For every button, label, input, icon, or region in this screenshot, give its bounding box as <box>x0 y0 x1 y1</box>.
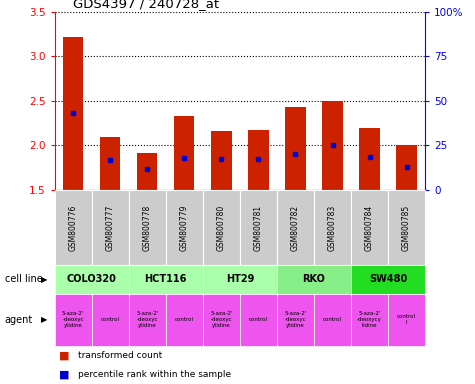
Bar <box>285 107 305 190</box>
Text: GSM800782: GSM800782 <box>291 204 300 251</box>
Bar <box>240 190 277 265</box>
Text: GSM800781: GSM800781 <box>254 204 263 251</box>
Text: GSM800780: GSM800780 <box>217 204 226 251</box>
Bar <box>55 265 129 294</box>
Text: GSM800776: GSM800776 <box>69 204 77 251</box>
Bar <box>277 190 314 265</box>
Bar <box>92 294 129 346</box>
Bar <box>166 190 203 265</box>
Bar <box>55 190 92 265</box>
Bar <box>388 294 425 346</box>
Text: 5-aza-2'
-deoxyc
ytidine: 5-aza-2' -deoxyc ytidine <box>210 311 233 328</box>
Text: 5-aza-2'
-deoxyc
ytidine: 5-aza-2' -deoxyc ytidine <box>284 311 307 328</box>
Bar <box>137 152 157 190</box>
Bar <box>55 294 92 346</box>
Bar <box>92 190 129 265</box>
Text: percentile rank within the sample: percentile rank within the sample <box>78 370 231 379</box>
Text: GDS4397 / 240728_at: GDS4397 / 240728_at <box>73 0 219 10</box>
Text: GSM800783: GSM800783 <box>328 204 337 251</box>
Bar <box>351 265 425 294</box>
Text: GSM800778: GSM800778 <box>143 204 152 251</box>
Text: transformed count: transformed count <box>78 351 162 360</box>
Text: GSM800785: GSM800785 <box>402 204 411 251</box>
Text: HCT116: HCT116 <box>144 274 187 285</box>
Bar <box>323 101 342 190</box>
Text: ▶: ▶ <box>41 275 48 284</box>
Text: COLO320: COLO320 <box>66 274 117 285</box>
Bar <box>240 294 277 346</box>
Text: ■: ■ <box>59 350 70 360</box>
Text: SW480: SW480 <box>369 274 407 285</box>
Text: control: control <box>101 317 120 322</box>
Text: GSM800784: GSM800784 <box>365 204 374 251</box>
Bar <box>351 294 388 346</box>
Text: control: control <box>323 317 342 322</box>
Bar <box>397 144 417 190</box>
Text: RKO: RKO <box>303 274 325 285</box>
Text: agent: agent <box>5 314 33 325</box>
Bar <box>314 190 351 265</box>
Bar <box>129 265 203 294</box>
Text: ■: ■ <box>59 369 70 379</box>
Text: control: control <box>249 317 268 322</box>
Bar <box>100 136 120 190</box>
Bar <box>360 127 380 190</box>
Bar <box>203 190 240 265</box>
Text: GSM800777: GSM800777 <box>106 204 114 251</box>
Bar <box>129 294 166 346</box>
Text: 5-aza-2'
-deoxyc
ytidine: 5-aza-2' -deoxyc ytidine <box>62 311 85 328</box>
Bar <box>351 190 388 265</box>
Text: 5-aza-2'
-deoxycy
tidine: 5-aza-2' -deoxycy tidine <box>357 311 382 328</box>
Bar <box>174 116 194 190</box>
Bar <box>203 294 240 346</box>
Bar <box>203 265 277 294</box>
Text: HT29: HT29 <box>226 274 254 285</box>
Bar <box>388 190 425 265</box>
Text: 5-aza-2'
-deoxyc
ytidine: 5-aza-2' -deoxyc ytidine <box>136 311 159 328</box>
Text: GSM800779: GSM800779 <box>180 204 189 251</box>
Bar <box>129 190 166 265</box>
Bar <box>211 131 231 190</box>
Bar <box>314 294 351 346</box>
Text: ▶: ▶ <box>41 315 48 324</box>
Text: control: control <box>175 317 194 322</box>
Bar <box>248 130 268 190</box>
Bar <box>166 294 203 346</box>
Bar <box>277 294 314 346</box>
Text: control
l: control l <box>397 314 416 325</box>
Bar <box>63 36 83 190</box>
Bar <box>277 265 351 294</box>
Text: cell line: cell line <box>5 274 42 285</box>
